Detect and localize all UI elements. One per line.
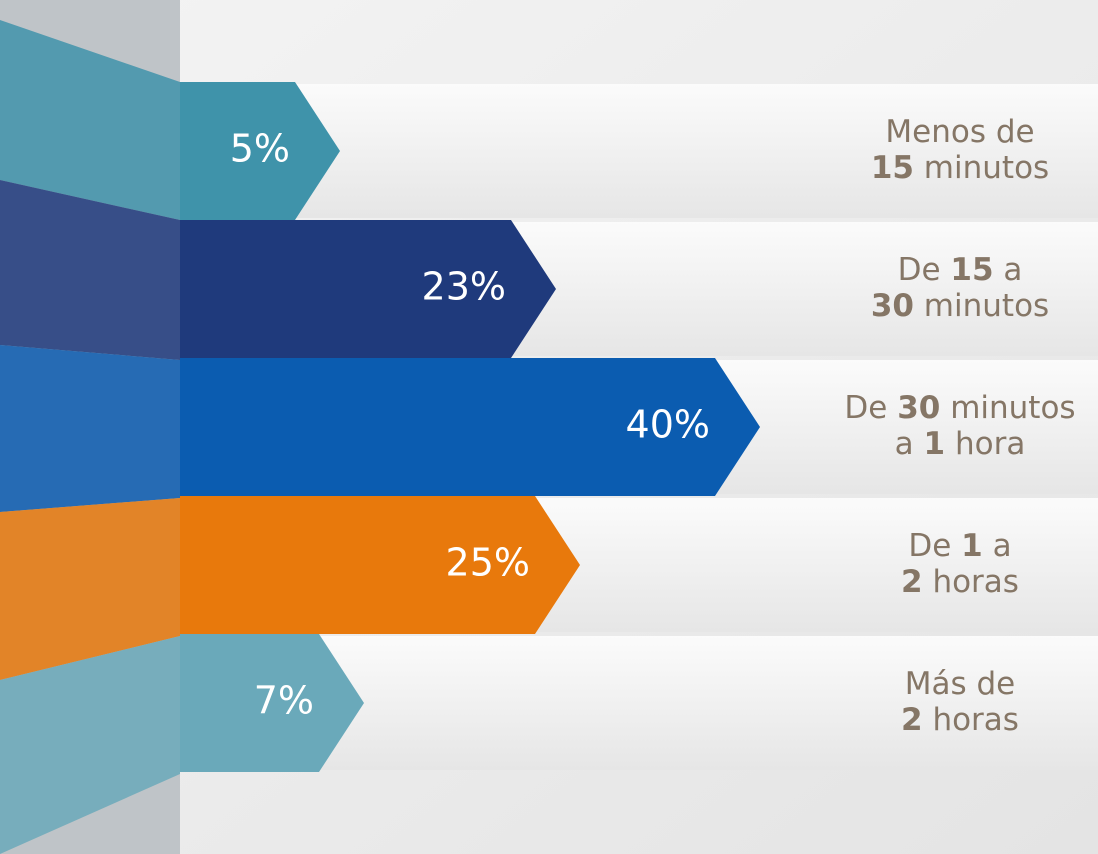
fold — [0, 498, 180, 680]
bar — [180, 634, 364, 772]
bar — [180, 496, 580, 634]
value-label: 25% — [446, 541, 530, 585]
value-label: 5% — [230, 127, 290, 171]
bar — [180, 220, 556, 358]
value-label: 23% — [422, 265, 506, 309]
fold — [0, 636, 180, 854]
bar — [180, 82, 340, 220]
category-label: 2 horas — [901, 564, 1019, 600]
category-label: De 1 a — [908, 528, 1011, 564]
category-label: Menos de — [885, 114, 1034, 150]
value-label: 40% — [626, 403, 710, 447]
category-label: De 30 minutos — [844, 390, 1075, 426]
bar — [180, 358, 760, 496]
category-label: 2 horas — [901, 702, 1019, 738]
fold — [0, 20, 180, 220]
category-label: a 1 hora — [895, 426, 1026, 462]
fold — [0, 345, 180, 512]
category-label: 15 minutos — [871, 150, 1049, 186]
category-label: 30 minutos — [871, 288, 1049, 324]
category-label: De 15 a — [898, 252, 1023, 288]
value-label: 7% — [254, 679, 314, 723]
fold — [0, 180, 180, 360]
category-label: Más de — [905, 666, 1016, 702]
